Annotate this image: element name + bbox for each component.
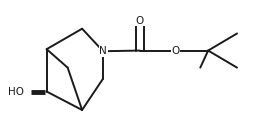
Text: O: O [171, 46, 180, 56]
Text: HO: HO [8, 87, 24, 97]
Text: N: N [99, 46, 107, 56]
Text: O: O [136, 15, 144, 26]
